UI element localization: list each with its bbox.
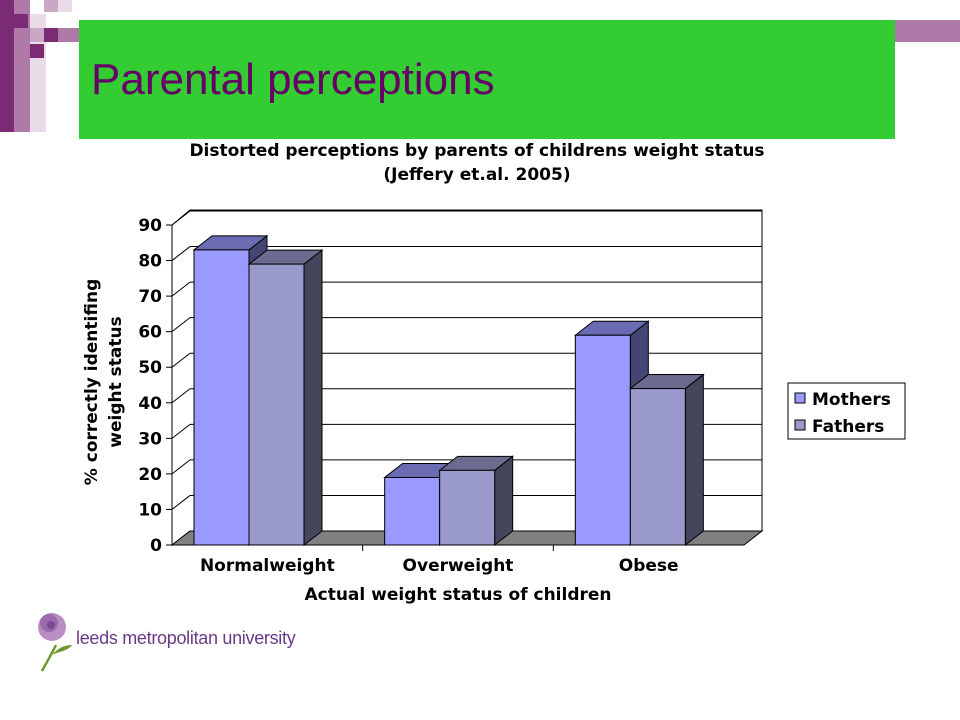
decor-strip: [895, 20, 960, 42]
gridline-side: [171, 423, 191, 439]
decor-square: [44, 28, 58, 42]
legend-label-mothers: Mothers: [812, 390, 891, 410]
bar-side: [684, 373, 704, 547]
bar-side: [303, 249, 323, 547]
gridline-side: [171, 495, 191, 510]
y-tick-label: 40: [138, 394, 162, 414]
legend: Mothers Fathers: [787, 382, 906, 440]
decor-square: [14, 0, 30, 132]
bar-fathers-normalweight: [248, 263, 305, 546]
chart-subtitle: (Jeffery et.al. 2005): [383, 165, 570, 185]
y-tick-labels: 0 10 20 30 40 50 60 70 80 90: [138, 216, 162, 556]
bar-fathers-overweight: [439, 469, 496, 546]
decor-square: [30, 0, 44, 12]
decor-square: [14, 14, 28, 28]
y-axis-label-line2: weight status: [106, 316, 126, 447]
y-tick-label: 50: [138, 358, 162, 378]
bar-mothers-obese: [574, 334, 631, 546]
bar-fathers-obese: [629, 388, 686, 546]
bar-mothers-overweight: [384, 476, 441, 546]
y-tick-label: 20: [138, 465, 162, 485]
y-tick-label: 70: [138, 287, 162, 307]
chart-title: Distorted perceptions by parents of chil…: [189, 141, 764, 161]
decor-square: [44, 0, 58, 12]
y-axis-label-line1: % correctly identifing: [82, 279, 102, 486]
x-tick-label: Normalweight: [200, 556, 335, 576]
rose-leaf: [52, 645, 72, 655]
y-tick-label: 0: [150, 536, 162, 556]
decor-square: [58, 0, 72, 12]
y-tick-label: 90: [138, 216, 162, 236]
legend-swatch-mothers: [794, 392, 806, 404]
gridline-side: [171, 352, 191, 368]
x-tick-label: Obese: [619, 556, 679, 576]
decor-square: [30, 44, 44, 58]
decor-square: [58, 28, 79, 42]
bars: [192, 234, 705, 547]
y-tick-label: 30: [138, 429, 162, 449]
legend-swatch-fathers: [794, 419, 806, 431]
bar-side: [494, 455, 514, 547]
bar-mothers-normalweight: [193, 249, 250, 546]
title-bar: Parental perceptions: [79, 20, 895, 139]
y-tick-label: 60: [138, 323, 162, 343]
x-tick-labels: Normalweight Overweight Obese: [200, 545, 679, 576]
x-tick-label: Overweight: [403, 556, 514, 576]
gridline-side: [171, 210, 191, 226]
y-tick-label: 80: [138, 252, 162, 272]
gridline-side: [171, 281, 191, 297]
university-logo: [38, 613, 72, 672]
legend-box: [787, 382, 906, 440]
x-axis-label: Actual weight status of children: [304, 585, 611, 605]
decor-square: [30, 14, 46, 132]
university-name: leeds metropolitan university: [76, 628, 296, 648]
legend-label-fathers: Fathers: [812, 417, 884, 437]
decor-square: [30, 28, 44, 42]
slide-title: Parental perceptions: [91, 55, 495, 104]
rose-center: [47, 621, 55, 629]
y-tick-label: 10: [138, 500, 162, 520]
gridline-side: [171, 459, 191, 475]
decor-square: [0, 0, 14, 132]
gridline-side: [171, 317, 191, 333]
gridline-side: [171, 388, 191, 404]
gridline-side: [171, 246, 191, 261]
rose-stem: [40, 644, 58, 672]
